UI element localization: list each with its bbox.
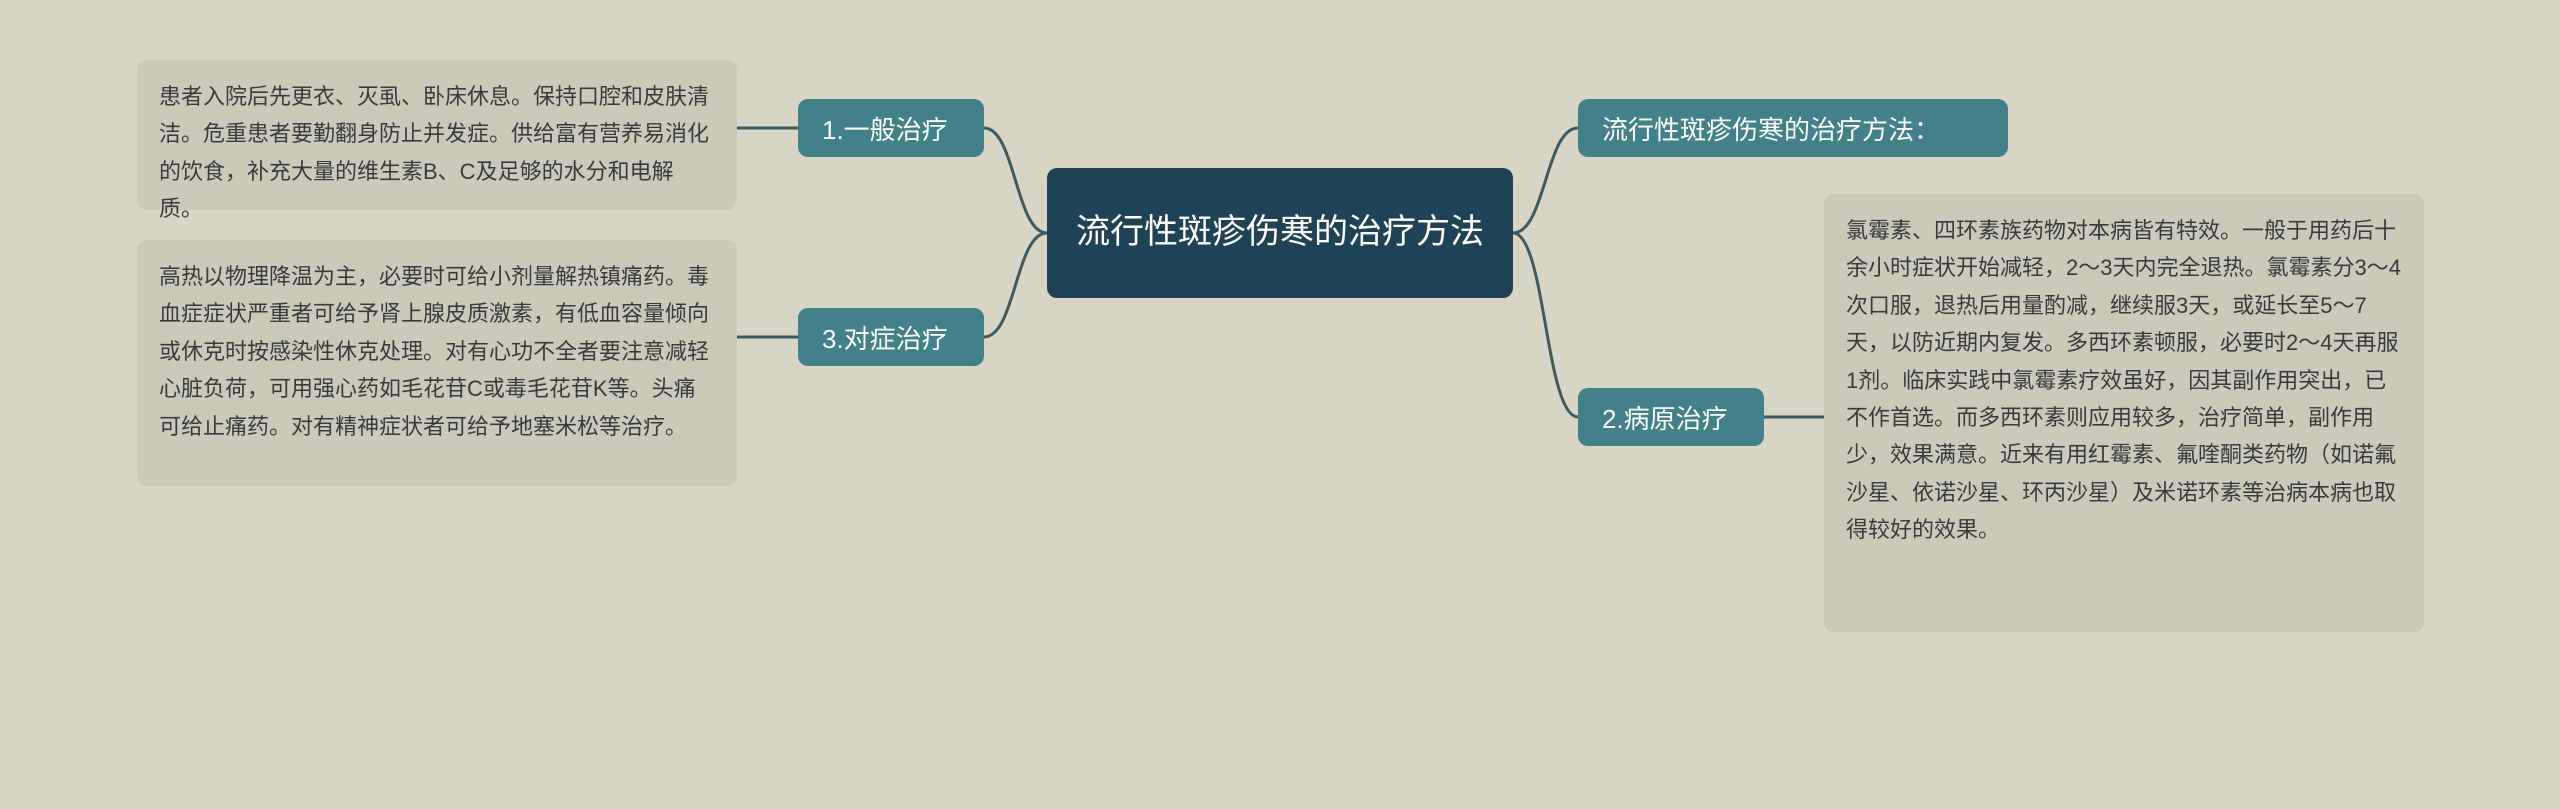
leaf-b1-label: 患者入院后先更衣、灭虱、卧床休息。保持口腔和皮肤清洁。危重患者要勤翻身防止并发症… xyxy=(159,78,715,228)
leaf-b3: 高热以物理降温为主，必要时可给小剂量解热镇痛药。毒血症症状严重者可给予肾上腺皮质… xyxy=(137,240,737,486)
leaf-b1: 患者入院后先更衣、灭虱、卧床休息。保持口腔和皮肤清洁。危重患者要勤翻身防止并发症… xyxy=(137,60,737,210)
branch-b3: 3.对症治疗 xyxy=(798,308,984,366)
branch-bTop-label: 流行性斑疹伤寒的治疗方法： xyxy=(1602,110,1940,147)
branch-b3-label: 3.对症治疗 xyxy=(822,319,948,356)
branch-b1-label: 1.一般治疗 xyxy=(822,110,948,147)
root-node: 流行性斑疹伤寒的治疗方法 xyxy=(1047,168,1513,298)
leaf-b2-label: 氯霉素、四环素族药物对本病皆有特效。一般于用药后十余小时症状开始减轻，2～3天内… xyxy=(1846,212,2402,549)
leaf-b2: 氯霉素、四环素族药物对本病皆有特效。一般于用药后十余小时症状开始减轻，2～3天内… xyxy=(1824,194,2424,632)
branch-b2: 2.病原治疗 xyxy=(1578,388,1764,446)
branch-b1: 1.一般治疗 xyxy=(798,99,984,157)
root-node-label: 流行性斑疹伤寒的治疗方法 xyxy=(1076,209,1484,257)
mindmap-canvas: 流行性斑疹伤寒的治疗方法 1.一般治疗 患者入院后先更衣、灭虱、卧床休息。保持口腔和… xyxy=(0,0,2560,809)
branch-b2-label: 2.病原治疗 xyxy=(1602,399,1728,436)
leaf-b3-label: 高热以物理降温为主，必要时可给小剂量解热镇痛药。毒血症症状严重者可给予肾上腺皮质… xyxy=(159,258,715,445)
branch-bTop: 流行性斑疹伤寒的治疗方法： xyxy=(1578,99,2008,157)
